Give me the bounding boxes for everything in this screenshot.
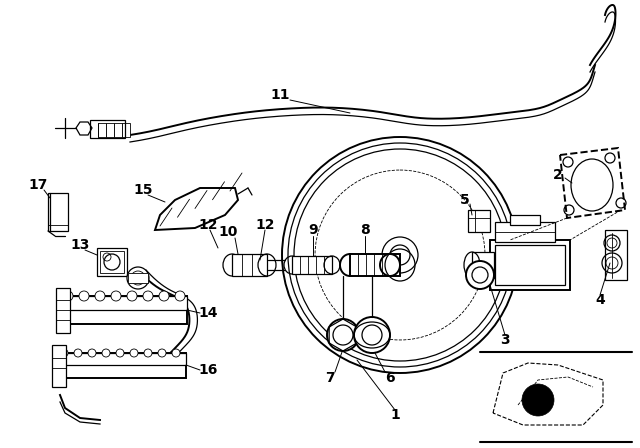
Text: 7: 7 (325, 371, 335, 385)
Text: 12: 12 (255, 218, 275, 232)
Bar (90, 120, 125, 138)
Text: 10: 10 (218, 225, 237, 239)
Text: 11: 11 (270, 88, 290, 102)
Circle shape (466, 261, 494, 289)
Bar (58, 353, 186, 365)
Text: 2: 2 (553, 168, 563, 182)
Circle shape (63, 291, 73, 301)
Bar (495, 245, 565, 285)
Bar (292, 256, 332, 274)
Circle shape (143, 291, 153, 301)
Text: 12: 12 (198, 218, 218, 232)
Polygon shape (155, 188, 238, 230)
Text: 3: 3 (500, 333, 510, 347)
Circle shape (127, 291, 137, 301)
Circle shape (88, 349, 96, 357)
Bar (48, 193, 68, 231)
Bar (232, 254, 267, 276)
Circle shape (116, 349, 124, 357)
Text: 15: 15 (133, 183, 153, 197)
Circle shape (95, 291, 105, 301)
Circle shape (159, 291, 169, 301)
Circle shape (175, 291, 185, 301)
Circle shape (74, 349, 82, 357)
Circle shape (127, 267, 149, 289)
Text: 9: 9 (308, 223, 318, 237)
Bar (62, 296, 187, 310)
Text: 13: 13 (70, 238, 90, 252)
Bar (114, 123, 122, 137)
Text: 5: 5 (460, 193, 470, 207)
Bar (58, 353, 186, 378)
Text: 1: 1 (390, 408, 400, 422)
Bar (56, 288, 70, 333)
Bar (97, 248, 127, 276)
Bar (128, 273, 148, 283)
Bar (52, 345, 66, 387)
Bar (605, 230, 627, 280)
Circle shape (130, 349, 138, 357)
Bar (106, 123, 114, 137)
Bar (495, 222, 555, 242)
Circle shape (354, 317, 390, 353)
Text: 16: 16 (198, 363, 218, 377)
Bar (122, 123, 130, 137)
Text: 8: 8 (360, 223, 370, 237)
Bar (100, 251, 124, 273)
Circle shape (144, 349, 152, 357)
Bar (468, 210, 490, 232)
Circle shape (602, 253, 622, 273)
Bar (350, 254, 400, 276)
Bar (98, 123, 106, 137)
Circle shape (172, 349, 180, 357)
Circle shape (111, 291, 121, 301)
Text: 4: 4 (595, 293, 605, 307)
Text: 17: 17 (28, 178, 48, 192)
Circle shape (604, 235, 620, 251)
Circle shape (327, 319, 359, 351)
Circle shape (60, 349, 68, 357)
Circle shape (522, 384, 554, 416)
Bar (472, 252, 494, 278)
Bar (490, 240, 570, 290)
Circle shape (158, 349, 166, 357)
Text: 6: 6 (385, 371, 395, 385)
Circle shape (102, 349, 110, 357)
Text: 14: 14 (198, 306, 218, 320)
Circle shape (79, 291, 89, 301)
Bar (510, 215, 540, 225)
Bar (62, 296, 187, 324)
